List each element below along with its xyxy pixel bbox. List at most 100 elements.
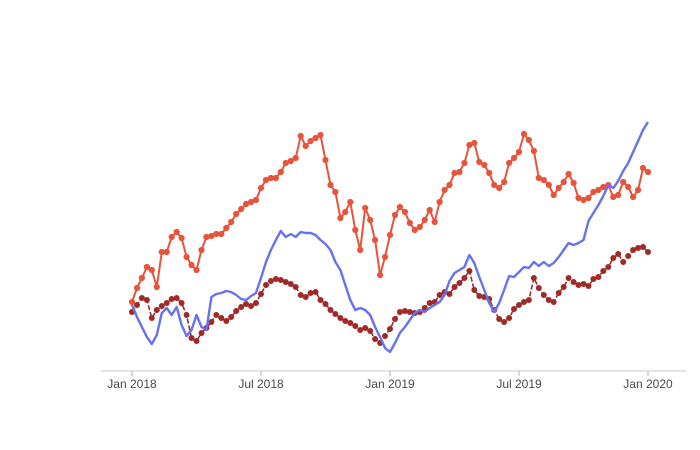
data-point	[267, 174, 274, 182]
data-point	[312, 134, 319, 142]
data-point	[451, 284, 458, 290]
data-point	[471, 287, 478, 293]
data-point	[377, 271, 384, 279]
data-point	[456, 168, 463, 176]
data-point	[520, 130, 528, 138]
data-point	[143, 263, 150, 271]
x-tick-label: Jul 2019	[496, 377, 542, 391]
data-point	[158, 248, 165, 256]
data-point	[540, 292, 547, 298]
data-point	[590, 276, 597, 282]
data-point	[372, 236, 379, 244]
data-point	[401, 308, 408, 314]
data-point	[357, 246, 364, 254]
data-point	[178, 300, 185, 306]
data-point	[233, 210, 240, 218]
data-point	[307, 290, 314, 296]
data-point	[362, 325, 369, 331]
data-point	[461, 159, 468, 167]
data-point	[610, 193, 617, 201]
data-point	[342, 208, 349, 216]
data-point	[392, 316, 398, 322]
data-point	[163, 300, 170, 306]
data-point	[570, 179, 577, 187]
data-point	[332, 188, 339, 196]
data-point	[347, 198, 354, 206]
x-tick-label: Jul 2018	[238, 377, 284, 391]
data-point	[277, 277, 284, 283]
data-point	[501, 178, 508, 186]
data-point	[381, 253, 389, 261]
data-point	[600, 268, 607, 274]
data-point	[401, 208, 408, 216]
data-point	[153, 307, 160, 313]
data-point	[406, 309, 413, 315]
data-point	[342, 318, 349, 324]
data-point	[496, 316, 503, 322]
data-point	[188, 335, 195, 341]
data-point	[575, 282, 582, 288]
data-point	[262, 176, 270, 184]
data-point	[327, 181, 334, 189]
data-point	[530, 275, 537, 281]
data-point	[362, 204, 369, 212]
x-tick-label: Jan 2020	[623, 377, 673, 391]
data-point	[282, 159, 289, 167]
data-point	[639, 164, 647, 172]
data-point	[203, 233, 210, 241]
data-point	[555, 290, 562, 296]
data-point	[521, 299, 527, 305]
data-point	[307, 137, 314, 145]
data-point	[352, 323, 359, 329]
data-point	[565, 170, 572, 178]
data-point	[188, 261, 195, 269]
data-point	[163, 248, 170, 256]
data-point	[282, 279, 289, 285]
data-point	[357, 327, 364, 333]
data-point	[560, 284, 567, 290]
data-point	[466, 268, 473, 274]
data-point	[238, 205, 245, 213]
data-point	[287, 281, 294, 287]
data-point	[436, 292, 443, 298]
data-point	[605, 264, 612, 270]
data-point	[243, 200, 250, 208]
data-point	[198, 330, 205, 336]
data-point	[620, 259, 627, 265]
data-point	[168, 233, 175, 241]
data-point	[565, 275, 572, 281]
data-point	[550, 191, 557, 199]
data-point	[615, 191, 622, 199]
data-point	[198, 246, 205, 254]
data-point	[515, 148, 523, 156]
data-point	[535, 285, 542, 291]
data-point	[228, 314, 235, 320]
data-point	[193, 338, 200, 344]
data-point	[436, 198, 443, 206]
data-point	[545, 297, 552, 303]
data-point	[138, 274, 145, 282]
data-point	[302, 294, 309, 300]
data-point	[620, 178, 627, 186]
data-point	[635, 245, 642, 251]
data-point	[600, 183, 607, 191]
data-point	[193, 266, 200, 274]
data-point	[347, 320, 354, 326]
data-point	[168, 296, 175, 302]
data-point	[511, 306, 517, 312]
data-point	[218, 230, 225, 238]
data-point	[476, 293, 483, 299]
data-point	[486, 169, 493, 177]
data-point	[426, 206, 433, 214]
data-point	[128, 298, 136, 306]
data-point	[386, 231, 394, 239]
data-point	[476, 158, 483, 166]
data-point	[183, 312, 190, 318]
data-point	[337, 214, 344, 222]
data-point	[372, 336, 379, 342]
data-point	[530, 147, 538, 155]
data-point	[337, 315, 344, 321]
data-point	[635, 186, 642, 194]
data-point	[610, 255, 617, 261]
